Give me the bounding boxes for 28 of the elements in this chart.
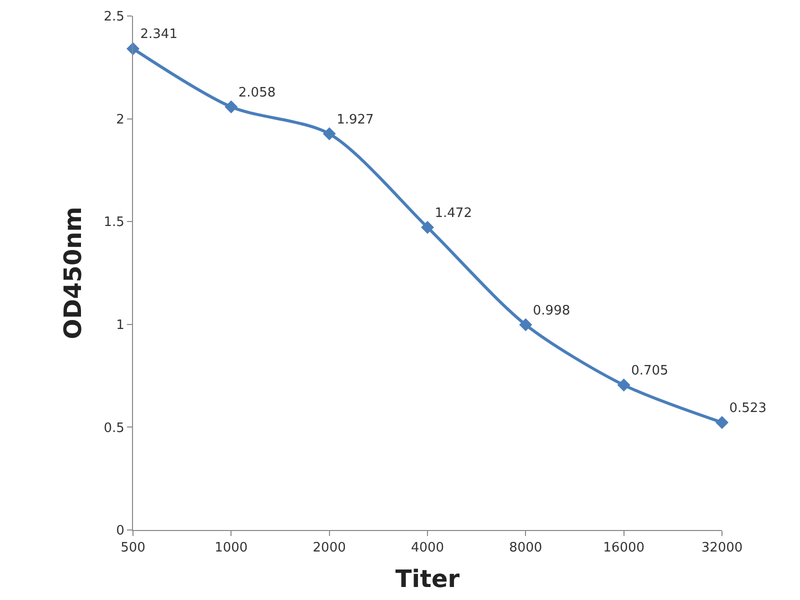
point (224, 100, 238, 114)
y-tick-label: 0 (116, 524, 124, 539)
y-tick-label: 1.5 (104, 215, 124, 230)
x-tick-label: 32000 (701, 540, 743, 556)
data-label: 2.341 (140, 27, 178, 42)
y-tick-label: 0.5 (104, 420, 124, 436)
x-tick-label: 4000 (410, 540, 444, 556)
point (519, 318, 532, 332)
point (716, 416, 728, 429)
x-tick-label: 500 (120, 540, 146, 556)
data-label: 1.472 (434, 206, 472, 221)
y-tick-label: 2.5 (104, 10, 124, 25)
point (421, 220, 434, 234)
data-label: 0.705 (631, 364, 668, 379)
y-axis-title: OD450nm (58, 206, 87, 340)
x-tick-label: 16000 (603, 540, 645, 556)
x-tick-label: 8000 (509, 540, 542, 556)
data-label: 0.998 (532, 303, 570, 318)
data-label: 2.058 (238, 85, 276, 100)
x-axis-title: Titer (395, 564, 460, 593)
data-label: 1.927 (336, 112, 374, 128)
point (617, 378, 630, 392)
x-tick-label: 2000 (312, 540, 346, 556)
y-tick-label: 1 (116, 318, 124, 333)
data-label: 0.523 (729, 400, 766, 416)
x-tick-label: 1000 (214, 540, 248, 556)
y-tick-label: 2 (116, 112, 124, 128)
point (322, 127, 336, 140)
